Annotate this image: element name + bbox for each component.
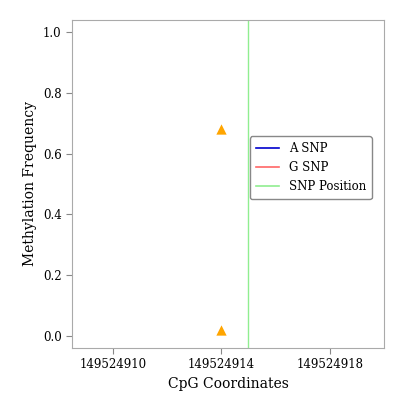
X-axis label: CpG Coordinates: CpG Coordinates: [168, 377, 288, 391]
Point: [218, 326, 224, 333]
Legend: A SNP, G SNP, SNP Position: A SNP, G SNP, SNP Position: [250, 136, 372, 199]
Point: [218, 126, 224, 132]
Y-axis label: Methylation Frequency: Methylation Frequency: [23, 102, 37, 266]
